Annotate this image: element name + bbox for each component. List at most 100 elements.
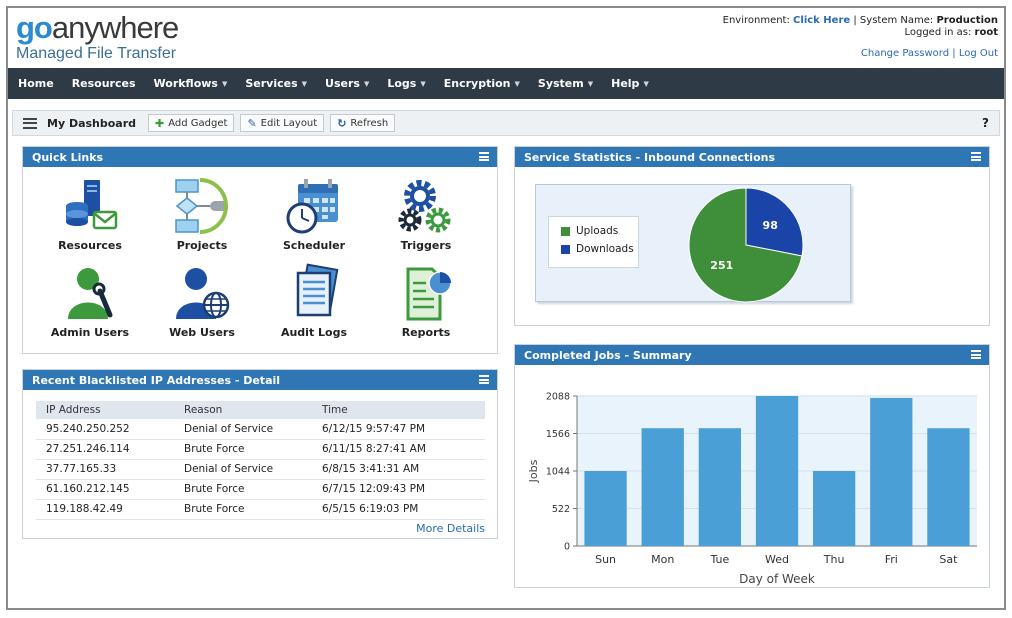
help-button[interactable]: ? xyxy=(982,116,989,130)
panel-menu-icon[interactable] xyxy=(971,152,981,161)
logo-anywhere: anywhere xyxy=(51,10,179,45)
quick-link-admin-users[interactable]: Admin Users xyxy=(35,263,145,339)
nav-services[interactable]: Services ▼ xyxy=(245,77,307,90)
table-row[interactable]: 61.160.212.145 Brute Force 6/7/15 12:09:… xyxy=(36,479,485,500)
web-user-icon xyxy=(176,268,230,319)
legend-item-uploads[interactable]: Uploads xyxy=(561,225,638,237)
panel-menu-icon[interactable] xyxy=(479,375,489,384)
nav-users[interactable]: Users ▼ xyxy=(325,77,369,90)
gears-icon xyxy=(398,180,451,233)
panel-menu-icon[interactable] xyxy=(479,152,489,161)
x-axis-label: Day of Week xyxy=(739,572,815,586)
change-password-link[interactable]: Change Password xyxy=(860,48,950,59)
edit-layout-label: Edit Layout xyxy=(260,117,318,129)
quick-link-audit-logs[interactable]: Audit Logs xyxy=(259,263,369,339)
table-row[interactable]: 119.188.42.49 Brute Force 6/5/15 6:19:03… xyxy=(36,499,485,520)
nav-logs[interactable]: Logs ▼ xyxy=(387,77,425,90)
ip-cell: 119.188.42.49 xyxy=(36,499,174,520)
quick-link-web-users[interactable]: Web Users xyxy=(147,263,257,339)
legend-downloads-label: Downloads xyxy=(576,243,634,255)
quick-link-reports[interactable]: Reports xyxy=(371,263,481,339)
nav-encryption[interactable]: Encryption ▼ xyxy=(444,77,520,90)
refresh-label: Refresh xyxy=(350,117,389,129)
pie-slice-uploads[interactable] xyxy=(688,187,803,303)
table-row[interactable]: 95.240.250.252 Denial of Service 6/12/15… xyxy=(36,419,485,440)
nav-resources-label: Resources xyxy=(71,77,136,90)
pie-slice-downloads[interactable] xyxy=(745,187,804,257)
pie-data-label: 251 xyxy=(710,259,733,272)
panel-menu-icon[interactable] xyxy=(971,350,981,359)
chevron-down-icon: ▼ xyxy=(301,79,308,88)
legend-item-downloads[interactable]: Downloads xyxy=(561,243,638,255)
quick-link-admin-users-label: Admin Users xyxy=(50,326,130,339)
bar-thu[interactable] xyxy=(813,471,856,546)
y-tick-label: 1566 xyxy=(546,429,570,440)
environment-link[interactable]: Click Here xyxy=(793,15,851,26)
completed-jobs-panel: Completed Jobs - Summary 0 522 1044 1566 208… xyxy=(514,344,990,588)
reason-cell: Brute Force xyxy=(174,499,312,520)
calendar-icon xyxy=(286,179,338,234)
bar-fri[interactable] xyxy=(870,398,913,546)
x-tick-label: Mon xyxy=(651,553,674,566)
system-name: Production xyxy=(936,15,998,26)
time-cell: 6/7/15 12:09:43 PM xyxy=(312,479,485,500)
x-tick-label: Sun xyxy=(595,553,616,566)
log-out-link[interactable]: Log Out xyxy=(958,48,998,59)
logged-in-label: Logged in as: xyxy=(904,27,972,38)
nav-workflows[interactable]: Workflows ▼ xyxy=(154,77,228,90)
bar-sat[interactable] xyxy=(927,428,970,546)
column-header-ip[interactable]: IP Address xyxy=(36,401,174,419)
nav-users-label: Users xyxy=(325,77,360,90)
reason-cell: Brute Force xyxy=(174,479,312,500)
quick-links-title-bar: Quick Links xyxy=(23,147,497,167)
uploads-swatch xyxy=(561,226,570,236)
nav-system-label: System xyxy=(537,77,584,90)
time-cell: 6/5/15 6:19:03 PM xyxy=(312,499,485,520)
goanywhere-logo[interactable]: goanywhere Managed File Transfer xyxy=(16,10,179,63)
app-header: goanywhere Managed File Transfer Environ… xyxy=(8,8,1004,68)
quick-link-triggers[interactable]: Triggers xyxy=(371,176,481,252)
resources-icon xyxy=(66,180,118,230)
nav-help[interactable]: Help ▼ xyxy=(611,77,649,90)
nav-logs-label: Logs xyxy=(387,77,417,90)
nav-home-label: Home xyxy=(18,77,54,90)
plus-icon: ✚ xyxy=(155,116,165,130)
nav-resources[interactable]: Resources xyxy=(72,77,136,90)
column-header-reason[interactable]: Reason xyxy=(174,401,312,419)
chevron-down-icon: ▼ xyxy=(363,79,370,88)
dashboard-title: My Dashboard xyxy=(47,116,137,130)
service-stats-panel: Service Statistics - Inbound Connections… xyxy=(514,146,990,326)
x-tick-label: Wed xyxy=(765,553,789,566)
x-tick-label: Tue xyxy=(709,553,729,566)
reason-cell: Denial of Service xyxy=(174,459,312,480)
completed-jobs-title: Completed Jobs - Summary xyxy=(524,348,692,362)
pie-data-label: 98 xyxy=(763,219,778,232)
quick-link-scheduler[interactable]: Scheduler xyxy=(259,176,369,252)
y-tick-label: 2088 xyxy=(546,392,570,403)
more-details-link[interactable]: More Details xyxy=(416,522,485,535)
quick-link-resources[interactable]: Resources xyxy=(35,176,145,252)
add-gadget-button[interactable]: ✚ Add Gadget xyxy=(148,114,235,132)
environment-label: Environment: xyxy=(722,15,790,26)
table-row[interactable]: 37.77.165.33 Denial of Service 6/8/15 3:… xyxy=(36,459,485,480)
quick-link-projects[interactable]: Projects xyxy=(147,176,257,252)
bar-sun[interactable] xyxy=(584,471,627,546)
hamburger-menu-icon[interactable] xyxy=(23,117,37,129)
bar-wed[interactable] xyxy=(755,396,799,546)
quick-link-resources-label: Resources xyxy=(58,239,122,252)
x-tick-label: Fri xyxy=(885,553,898,566)
quick-link-triggers-label: Triggers xyxy=(400,239,452,252)
audit-log-icon xyxy=(296,263,339,317)
chevron-down-icon: ▼ xyxy=(514,79,520,88)
refresh-button[interactable]: ↻ Refresh xyxy=(330,114,396,132)
account-links: Change Password | Log Out xyxy=(861,48,998,59)
bar-mon[interactable] xyxy=(641,428,684,546)
quick-link-reports-label: Reports xyxy=(401,326,451,339)
nav-system[interactable]: System ▼ xyxy=(538,77,593,90)
edit-layout-button[interactable]: ✎ Edit Layout xyxy=(240,114,325,132)
column-header-time[interactable]: Time xyxy=(312,401,485,419)
nav-home[interactable]: Home xyxy=(18,77,54,90)
table-row[interactable]: 27.251.246.114 Brute Force 6/11/15 8:27:… xyxy=(36,439,485,460)
blacklist-title-bar: Recent Blacklisted IP Addresses - Detail xyxy=(23,370,497,390)
bar-tue[interactable] xyxy=(698,428,741,546)
